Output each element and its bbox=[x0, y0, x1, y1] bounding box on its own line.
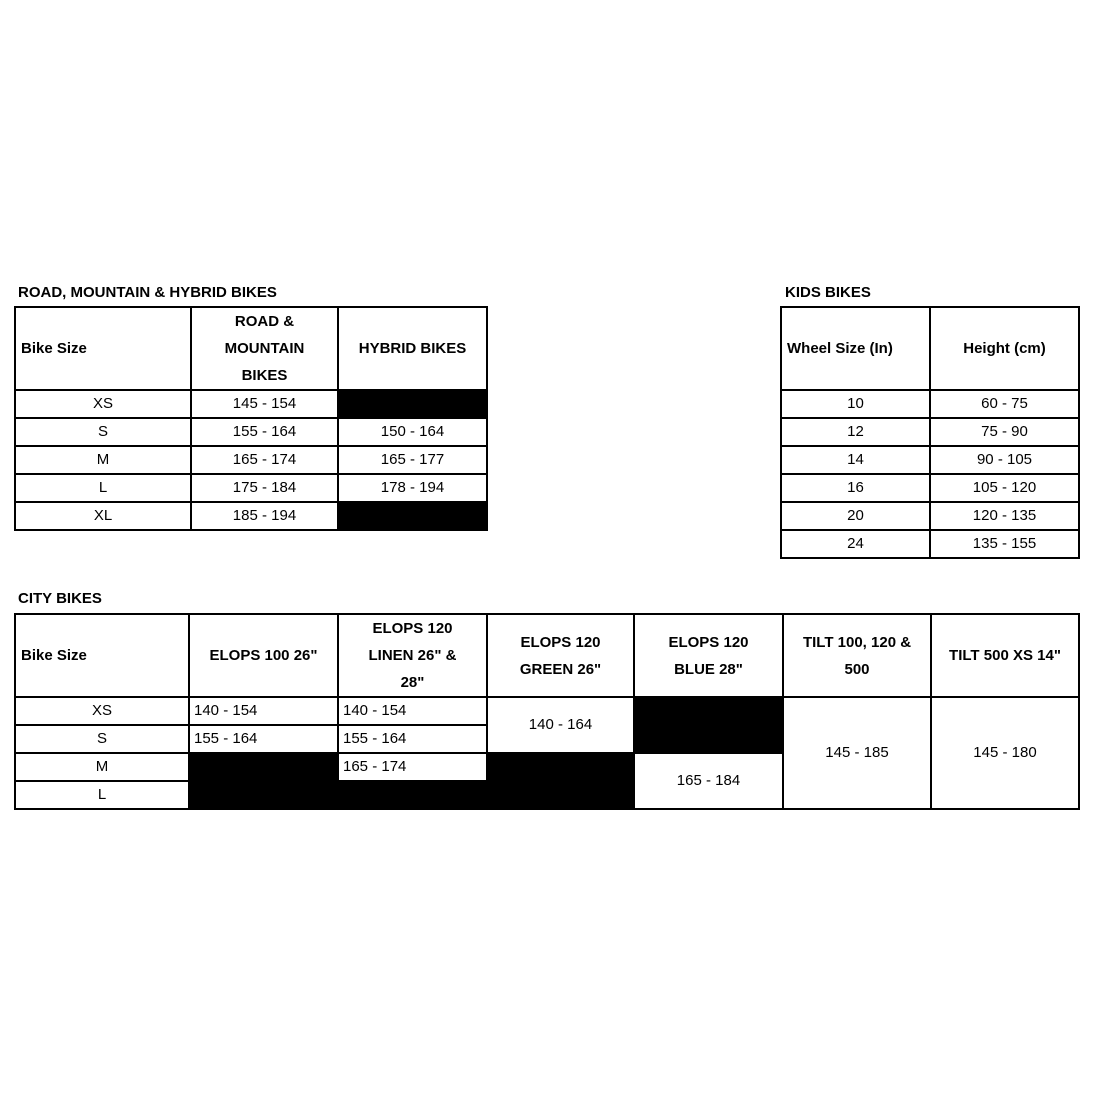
kids-16-height: 105 - 120 bbox=[929, 473, 1080, 503]
city-section-title: CITY BIKES bbox=[18, 590, 102, 607]
road-mountain-hybrid-table: Bike Size ROAD & MOUNTAIN BIKES HYBRID B… bbox=[14, 306, 488, 531]
city-row-m: M 165 - 174 165 - 184 bbox=[14, 752, 1079, 810]
city-row-l: L bbox=[14, 780, 1079, 810]
city-xs-elops100: 140 - 154 bbox=[188, 696, 339, 726]
city-col-elops-120-green: ELOPS 120 GREEN 26" bbox=[486, 613, 635, 698]
kids-row-24: 24 135 - 155 bbox=[780, 529, 1080, 559]
kids-20-height: 120 - 135 bbox=[929, 501, 1080, 531]
city-s-size: S bbox=[14, 724, 190, 754]
city-m-l-elops100-na-cell bbox=[188, 752, 339, 810]
city-m-l-blue: 165 - 184 bbox=[633, 752, 784, 810]
kids-12-height: 75 - 90 bbox=[929, 417, 1080, 447]
kids-row-12: 12 75 - 90 bbox=[780, 417, 1080, 447]
city-col-tilt-500-xs: TILT 500 XS 14" bbox=[930, 613, 1080, 698]
road-col-bike-size: Bike Size bbox=[14, 306, 192, 391]
road-l-road-mountain: 175 - 184 bbox=[190, 473, 339, 503]
kids-col-height: Height (cm) bbox=[929, 306, 1080, 391]
city-s-elops100: 155 - 164 bbox=[188, 724, 339, 754]
road-row-m: M 165 - 174 165 - 177 bbox=[14, 445, 488, 475]
city-xs-linen: 140 - 154 bbox=[337, 696, 488, 726]
road-s-size: S bbox=[14, 417, 192, 447]
city-l-linen-na-cell bbox=[337, 780, 488, 810]
city-m-l-green-na-cell bbox=[486, 752, 635, 810]
city-all-tilt-100-120-500: 145 - 185 bbox=[782, 696, 932, 810]
road-col-road-mountain: ROAD & MOUNTAIN BIKES bbox=[190, 306, 339, 391]
city-s-linen: 155 - 164 bbox=[337, 724, 488, 754]
road-section-title: ROAD, MOUNTAIN & HYBRID BIKES bbox=[18, 284, 277, 301]
road-xl-size: XL bbox=[14, 501, 192, 531]
kids-col-wheel-size: Wheel Size (In) bbox=[780, 306, 931, 391]
city-all-tilt-500-xs: 145 - 180 bbox=[930, 696, 1080, 810]
road-row-s: S 155 - 164 150 - 164 bbox=[14, 417, 488, 447]
road-m-road-mountain: 165 - 174 bbox=[190, 445, 339, 475]
road-s-road-mountain: 155 - 164 bbox=[190, 417, 339, 447]
city-xs-size: XS bbox=[14, 696, 190, 726]
kids-row-14: 14 90 - 105 bbox=[780, 445, 1080, 475]
road-xl-road-mountain: 185 - 194 bbox=[190, 501, 339, 531]
kids-20-wheel: 20 bbox=[780, 501, 931, 531]
road-l-size: L bbox=[14, 473, 192, 503]
city-col-tilt-100-120-500: TILT 100, 120 & 500 bbox=[782, 613, 932, 698]
kids-16-wheel: 16 bbox=[780, 473, 931, 503]
road-row-l: L 175 - 184 178 - 194 bbox=[14, 473, 488, 503]
kids-12-wheel: 12 bbox=[780, 417, 931, 447]
road-row-xl: XL 185 - 194 bbox=[14, 501, 488, 531]
road-m-hybrid: 165 - 177 bbox=[337, 445, 488, 475]
kids-24-wheel: 24 bbox=[780, 529, 931, 559]
city-m-linen: 165 - 174 bbox=[337, 752, 488, 782]
kids-10-wheel: 10 bbox=[780, 389, 931, 419]
road-col-hybrid: HYBRID BIKES bbox=[337, 306, 488, 391]
city-row-s: S 155 - 164 155 - 164 bbox=[14, 724, 1079, 754]
road-row-xs: XS 145 - 154 bbox=[14, 389, 488, 419]
kids-14-wheel: 14 bbox=[780, 445, 931, 475]
city-col-elops-100: ELOPS 100 26" bbox=[188, 613, 339, 698]
kids-10-height: 60 - 75 bbox=[929, 389, 1080, 419]
kids-24-height: 135 - 155 bbox=[929, 529, 1080, 559]
city-xs-s-green: 140 - 164 bbox=[486, 696, 635, 754]
road-xs-hybrid-na-cell bbox=[337, 389, 488, 419]
kids-row-16: 16 105 - 120 bbox=[780, 473, 1080, 503]
road-xs-size: XS bbox=[14, 389, 192, 419]
kids-header-row: Wheel Size (In) Height (cm) bbox=[780, 306, 1080, 391]
city-bikes-table: Bike Size ELOPS 100 26" ELOPS 120 LINEN … bbox=[14, 613, 1080, 810]
road-l-hybrid: 178 - 194 bbox=[337, 473, 488, 503]
city-col-elops-120-linen: ELOPS 120 LINEN 26" & 28" bbox=[337, 613, 488, 698]
city-m-size: M bbox=[14, 752, 190, 782]
kids-row-10: 10 60 - 75 bbox=[780, 389, 1080, 419]
road-xl-hybrid-na-cell bbox=[337, 501, 488, 531]
road-m-size: M bbox=[14, 445, 192, 475]
road-xs-road-mountain: 145 - 154 bbox=[190, 389, 339, 419]
city-l-size: L bbox=[14, 780, 190, 810]
kids-row-20: 20 120 - 135 bbox=[780, 501, 1080, 531]
city-row-xs: XS 140 - 154 140 - 154 140 - 164 145 - 1… bbox=[14, 696, 1080, 810]
road-s-hybrid: 150 - 164 bbox=[337, 417, 488, 447]
kids-section-title: KIDS BIKES bbox=[785, 284, 871, 301]
road-header-row: Bike Size ROAD & MOUNTAIN BIKES HYBRID B… bbox=[14, 306, 488, 391]
city-xs-s-blue-na-cell bbox=[633, 696, 784, 754]
kids-14-height: 90 - 105 bbox=[929, 445, 1080, 475]
kids-bikes-table: Wheel Size (In) Height (cm) 10 60 - 75 1… bbox=[780, 306, 1080, 559]
city-header-row: Bike Size ELOPS 100 26" ELOPS 120 LINEN … bbox=[14, 613, 1080, 698]
city-col-bike-size: Bike Size bbox=[14, 613, 190, 698]
city-col-elops-120-blue: ELOPS 120 BLUE 28" bbox=[633, 613, 784, 698]
